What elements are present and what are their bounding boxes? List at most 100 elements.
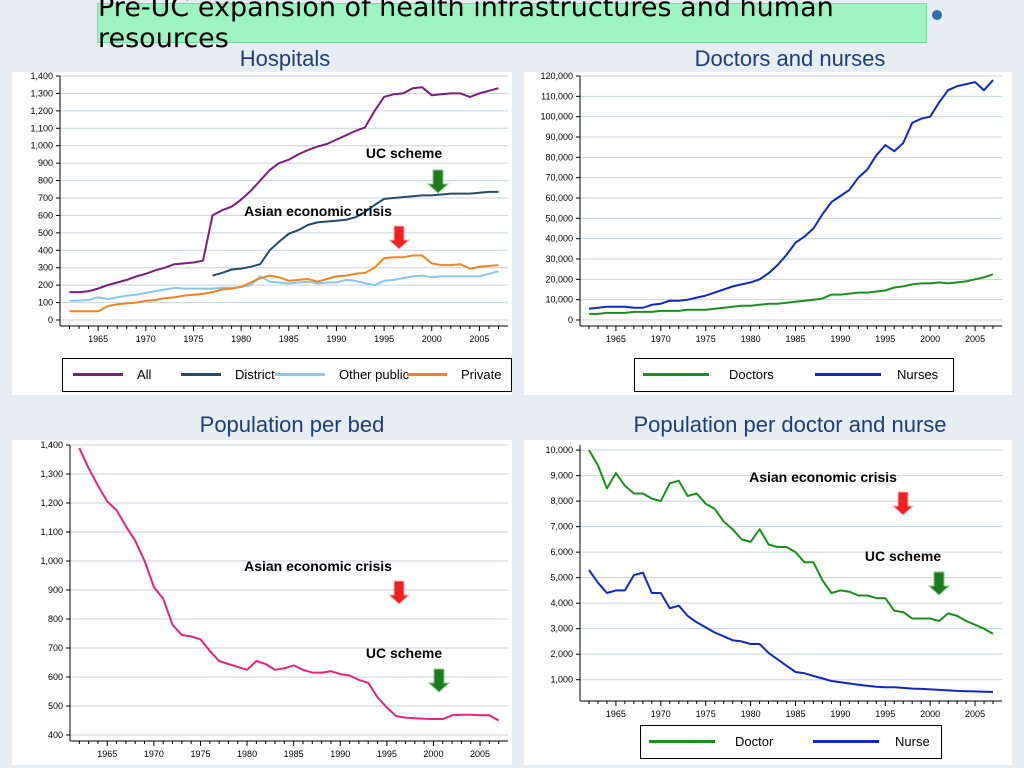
legend-label-doctor: Doctor: [735, 734, 774, 749]
x-tick-label: 1975: [183, 334, 203, 344]
x-tick-label: 1985: [284, 749, 304, 759]
legend-label-district: District: [235, 367, 275, 382]
x-tick-label: 1990: [326, 334, 346, 344]
y-tick-label: 1,300: [30, 88, 53, 98]
x-tick-label: 1980: [237, 749, 257, 759]
annotation-label: Asian economic crisis: [749, 469, 897, 485]
legend-swatch-all: [73, 373, 123, 376]
annotation-label: UC scheme: [366, 145, 442, 161]
x-tick-label: 2000: [423, 749, 443, 759]
y-tick-label: 600: [38, 210, 53, 220]
legend-swatch-nurse: [813, 740, 879, 743]
x-tick-label: 1985: [279, 334, 299, 344]
y-tick-label: 1,000: [30, 141, 53, 151]
x-tick-label: 1975: [696, 334, 716, 344]
y-tick-label: 30,000: [545, 254, 573, 264]
series-line-nurses: [588, 79, 994, 310]
y-tick-label: 600: [48, 672, 63, 682]
x-tick-label: 1995: [374, 334, 394, 344]
down-arrow-icon: [426, 169, 450, 194]
chart-title-hospitals: Hospitals: [239, 46, 331, 71]
y-tick-label: 1,100: [40, 527, 63, 537]
y-tick-label: 1,400: [40, 440, 63, 450]
y-tick-label: 900: [48, 585, 63, 595]
x-tick-label: 1985: [785, 334, 805, 344]
series-line-nurse: [588, 569, 994, 693]
y-tick-label: 1,100: [30, 123, 53, 133]
down-arrow-icon: [427, 668, 451, 693]
x-tick-label: 1965: [88, 334, 108, 344]
x-tick-label: 1970: [144, 749, 164, 759]
y-tick-label: 300: [38, 263, 53, 273]
x-tick-label: 1995: [377, 749, 397, 759]
x-tick-label: 2000: [920, 709, 940, 719]
x-tick-label: 1970: [651, 709, 671, 719]
y-tick-label: 400: [48, 730, 63, 740]
x-tick-label: 1965: [606, 709, 626, 719]
series-line-main: [78, 447, 500, 722]
x-tick-label: 1990: [830, 709, 850, 719]
y-tick-label: 6,000: [550, 547, 573, 557]
y-tick-label: 3,000: [550, 624, 573, 634]
legend-label-other-public: Other public: [339, 367, 410, 382]
legend-label-private: Private: [461, 367, 502, 382]
y-tick-label: 200: [38, 280, 53, 290]
y-tick-label: 700: [38, 193, 53, 203]
legend-swatch-private: [407, 373, 447, 376]
x-tick-label: 1990: [830, 334, 850, 344]
y-tick-label: 2,000: [550, 649, 573, 659]
y-tick-label: 1,200: [40, 498, 63, 508]
x-tick-label: 1975: [190, 749, 210, 759]
legend-label-doctors: Doctors: [729, 367, 774, 382]
y-tick-label: 110,000: [541, 91, 573, 101]
y-tick-label: 400: [38, 245, 53, 255]
chart-panel: [524, 72, 1012, 395]
x-tick-label: 1980: [741, 709, 761, 719]
x-tick-label: 2000: [920, 334, 940, 344]
x-tick-label: 1975: [696, 709, 716, 719]
y-tick-label: 1,000: [40, 556, 63, 566]
y-tick-label: 7,000: [550, 522, 573, 532]
y-tick-label: 500: [48, 701, 63, 711]
series-line-all: [69, 86, 499, 294]
y-tick-label: 800: [38, 176, 53, 186]
x-tick-label: 1980: [741, 334, 761, 344]
series-line-district: [212, 190, 499, 277]
annotation-label: UC scheme: [366, 645, 442, 661]
legend-pop-per-doctor-nurse: Doctor Nurse: [640, 725, 942, 759]
chart-pop_per_bed: 400 500 600 700 800 900 1,000 1,100 1,200 1,300 1,…: [12, 440, 512, 765]
chart-doctors_nurses: 0 10,000 20,000 30,000 40,000 50,000 60,000 70,…: [524, 71, 1012, 395]
y-tick-label: 8,000: [550, 496, 573, 506]
x-tick-label: 1980: [231, 334, 251, 344]
chart-title-pop-per-doctor-nurse: Population per doctor and nurse: [633, 412, 947, 437]
series-line-doctors: [589, 273, 994, 315]
x-tick-label: 1965: [97, 749, 117, 759]
down-arrow-icon: [891, 491, 915, 516]
y-tick-label: 800: [48, 614, 63, 624]
chart-panel: [524, 440, 1012, 765]
x-tick-label: 2005: [470, 749, 490, 759]
chart-panel: [12, 440, 512, 765]
annotation-label: UC scheme: [865, 548, 941, 564]
annotation-label: Asian economic crisis: [244, 203, 392, 219]
x-tick-label: 1970: [651, 334, 671, 344]
slide-title-text: Pre-UC expansion of health infrastructur…: [98, 0, 834, 54]
chart-panel: [12, 72, 512, 395]
legend-swatch-district: [181, 373, 221, 376]
chart-hospitals: 0 100 200 300 400 500 600 700 800 900 1,000 1,100 1,…: [12, 71, 512, 395]
y-tick-label: 100,000: [540, 112, 573, 122]
legend-doctors-nurses: Doctors Nurses: [634, 358, 954, 392]
series-line-other-public: [69, 270, 499, 302]
legend-hospitals: All District Other public Private: [62, 358, 512, 392]
y-tick-label: 10,000: [545, 295, 573, 305]
y-tick-label: 40,000: [545, 234, 573, 244]
y-tick-label: 50,000: [545, 213, 573, 223]
y-tick-label: 20,000: [545, 274, 573, 284]
x-tick-label: 1965: [606, 334, 626, 344]
annotation-label: Asian economic crisis: [244, 558, 392, 574]
legend-label-all: All: [137, 367, 152, 382]
slide-title: Pre-UC expansion of health infrastructur…: [97, 0, 927, 54]
x-tick-label: 2005: [965, 709, 985, 719]
series-line-doctor: [588, 449, 994, 635]
